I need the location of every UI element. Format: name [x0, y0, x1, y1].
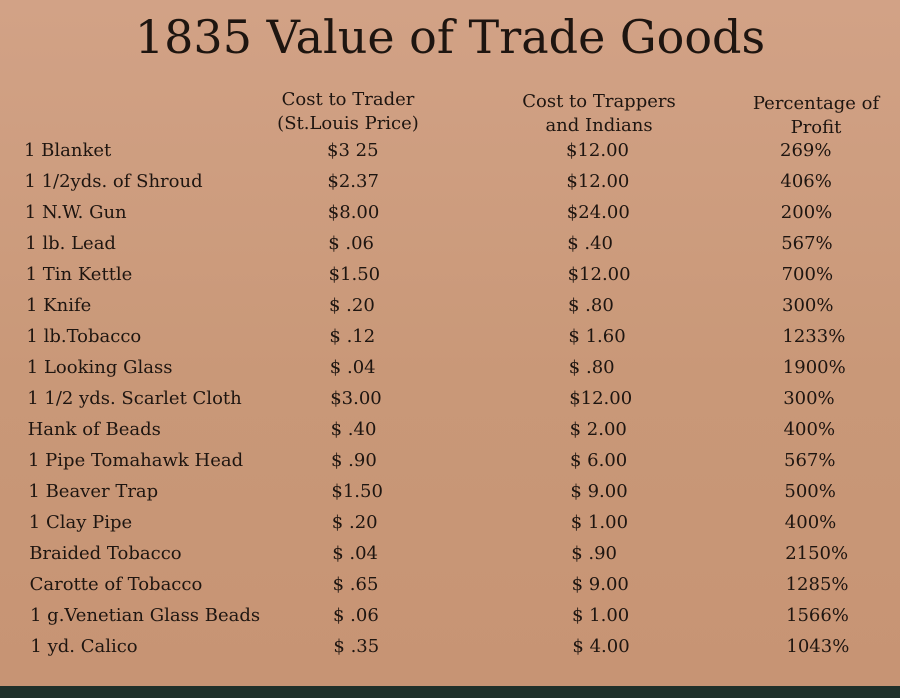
profit-percentage: 567% [781, 233, 833, 254]
bottom-border [0, 686, 900, 698]
header-line: Profit [790, 117, 842, 138]
trade-goods-table: 1 Blanket $3 25 $12.00 269% 1 1/2yds. of Shr… [0, 138, 900, 665]
profit-percentage: 406% [780, 171, 832, 192]
header-line: Cost to Trader [281, 89, 415, 110]
profit-percentage: 1043% [786, 636, 850, 657]
profit-percentage: 1233% [782, 326, 846, 347]
table-row: 1 N.W. Gun $8.00 $24.00 200% [1, 200, 900, 231]
table-row: 1 yd. Calico $ .35 $ 4.00 1043% [6, 634, 900, 665]
table-row: 1 Clay Pipe $ .20 $ 1.00 400% [5, 510, 900, 541]
table-row: 1 1/2 yds. Scarlet Cloth $3.00 $12.00 300% [3, 386, 900, 417]
item-name: 1 1/2 yds. Scarlet Cloth [27, 388, 242, 409]
header-line: Percentage of [752, 93, 880, 114]
profit-percentage: 400% [784, 512, 837, 533]
cost-to-trappers: $ .80 [568, 295, 614, 316]
header-percentage-of-profit: Percentage of Profit [716, 92, 900, 140]
profit-percentage: 1566% [786, 605, 849, 626]
table-row: 1 g.Venetian Glass Beads $ .06 $ 1.00 1566% [6, 603, 900, 634]
table-row: 1 Pipe Tomahawk Head $ .90 $ 6.00 567% [4, 448, 900, 479]
profit-percentage: 400% [783, 419, 836, 440]
profit-percentage: 700% [781, 264, 834, 285]
header-line: and Indians [545, 115, 653, 136]
cost-to-trader: $1.50 [331, 481, 383, 502]
cost-to-trader: $ .04 [332, 543, 378, 564]
cost-to-trappers: $ .80 [568, 357, 615, 378]
cost-to-trader: $ .04 [329, 357, 376, 378]
item-name: 1 yd. Calico [30, 636, 138, 657]
cost-to-trappers: $12.00 [566, 140, 629, 161]
cost-to-trappers: $12.00 [566, 171, 630, 192]
item-name: 1 g.Venetian Glass Beads [30, 605, 261, 626]
item-name: 1 Blanket [24, 140, 112, 161]
profit-percentage: 300% [783, 388, 835, 409]
table-row: 1 Tin Kettle $1.50 $12.00 700% [2, 262, 900, 293]
cost-to-trappers: $ 9.00 [570, 481, 628, 502]
item-name: 1 1/2yds. of Shroud [24, 171, 203, 192]
cost-to-trappers: $24.00 [566, 202, 630, 223]
table-row: 1 Looking Glass $ .04 $ .80 1900% [3, 355, 900, 386]
cost-to-trader: $ .90 [331, 450, 377, 471]
item-name: Braided Tobacco [29, 543, 182, 564]
cost-to-trappers: $ 1.00 [572, 605, 630, 626]
cost-to-trappers: $ 4.00 [572, 636, 630, 657]
cost-to-trader: $ .65 [332, 574, 379, 595]
item-name: 1 N.W. Gun [24, 202, 127, 223]
cost-to-trappers: $ 1.00 [570, 512, 629, 533]
cost-to-trappers: $ .90 [571, 543, 617, 564]
cost-to-trappers: $12.00 [569, 388, 633, 409]
profit-percentage: 300% [782, 295, 834, 316]
cost-to-trader: $3 25 [327, 140, 379, 161]
table-row: Braided Tobacco $ .04 $ .90 2150% [5, 541, 900, 572]
table-row: Carotte of Tobacco $ .65 $ 9.00 1285% [6, 572, 900, 603]
cost-to-trappers: $12.00 [567, 264, 631, 285]
cost-to-trader: $3.00 [330, 388, 382, 409]
cost-to-trader: $ .06 [333, 605, 379, 626]
cost-to-trappers: $ .40 [567, 233, 613, 254]
header-line: Cost to Trappers [522, 91, 676, 112]
item-name: Hank of Beads [27, 419, 161, 440]
table-row: Hank of Beads $ .40 $ 2.00 400% [4, 417, 900, 448]
cost-to-trader: $2.37 [327, 171, 379, 192]
table-row: 1 Knife $ .20 $ .80 300% [2, 293, 900, 324]
item-name: 1 Clay Pipe [28, 512, 133, 533]
profit-percentage: 500% [784, 481, 836, 502]
header-line: (St.Louis Price) [277, 113, 419, 134]
cost-to-trappers: $ 9.00 [571, 574, 629, 595]
cost-to-trader: $ .12 [329, 326, 376, 347]
header-cost-to-trappers: Cost to Trappers and Indians [499, 90, 699, 138]
item-name: 1 Knife [26, 295, 92, 316]
table-row: 1 1/2yds. of Shroud $2.37 $12.00 406% [0, 169, 900, 200]
cost-to-trappers: $ 1.60 [568, 326, 626, 347]
cost-to-trappers: $ 2.00 [569, 419, 627, 440]
cost-to-trader: $ .20 [329, 295, 375, 316]
cost-to-trader: $ .20 [331, 512, 378, 533]
item-name: 1 Looking Glass [26, 357, 173, 378]
cost-to-trader: $ .06 [328, 233, 374, 254]
profit-percentage: 200% [780, 202, 833, 223]
cost-to-trader: $8.00 [327, 202, 380, 223]
cost-to-trader: $1.50 [328, 264, 381, 285]
profit-percentage: 269% [780, 140, 832, 161]
cost-to-trader: $ .40 [330, 419, 377, 440]
table-row: 1 lb. Lead $ .06 $ .40 567% [1, 231, 900, 262]
cost-to-trader: $ .35 [333, 636, 380, 657]
cost-to-trappers: $ 6.00 [570, 450, 628, 471]
table-row: 1 Blanket $3 25 $12.00 269% [0, 138, 900, 169]
item-name: 1 Tin Kettle [25, 264, 133, 285]
header-cost-to-trader: Cost to Trader (St.Louis Price) [248, 88, 448, 136]
item-name: 1 Pipe Tomahawk Head [28, 450, 244, 471]
table-row: 1 Beaver Trap $1.50 $ 9.00 500% [4, 479, 900, 510]
page-title: 1835 Value of Trade Goods [134, 10, 766, 64]
profit-percentage: 1900% [782, 357, 846, 378]
profit-percentage: 567% [784, 450, 836, 471]
item-name: 1 Beaver Trap [28, 481, 159, 502]
item-name: 1 lb.Tobacco [26, 326, 142, 347]
profit-percentage: 1285% [785, 574, 849, 595]
profit-percentage: 2150% [785, 543, 849, 564]
table-row: 1 lb.Tobacco $ .12 $ 1.60 1233% [2, 324, 900, 355]
item-name: Carotte of Tobacco [29, 574, 203, 595]
item-name: 1 lb. Lead [25, 233, 116, 254]
